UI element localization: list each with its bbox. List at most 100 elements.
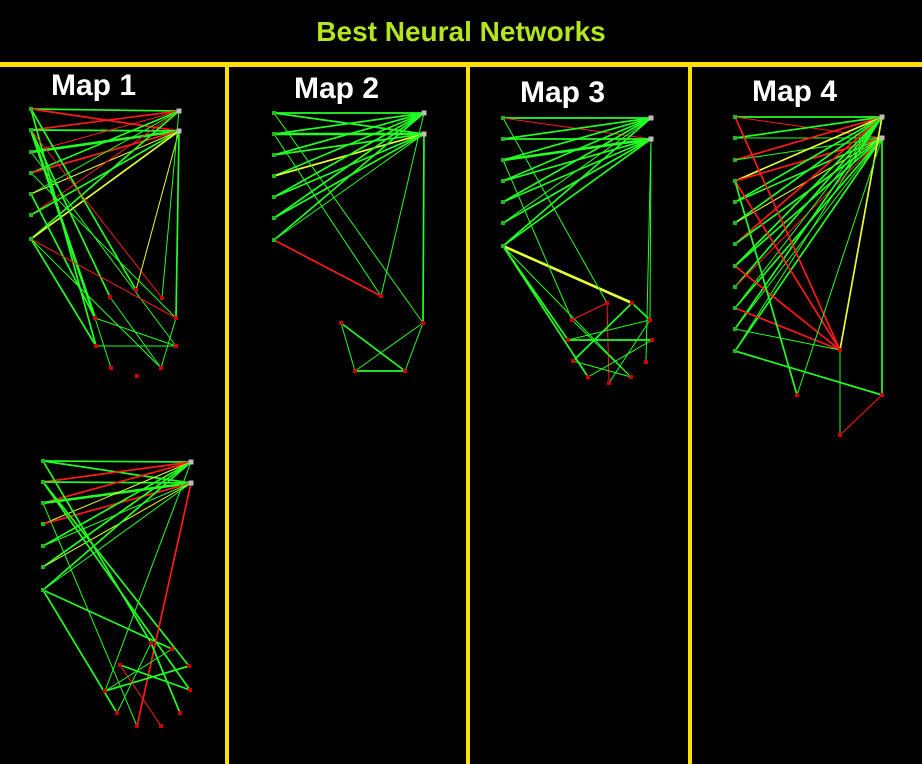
hidden-neuron: [134, 288, 138, 292]
hidden-neuron: [379, 294, 383, 298]
hidden-neuron: [170, 647, 174, 651]
hidden-neuron: [630, 301, 634, 305]
connection-h2-h3: [340, 322, 356, 372]
connection-i3-o0: [30, 110, 180, 174]
connection-h0-h7: [150, 642, 181, 714]
connection-i2-o0: [42, 461, 192, 504]
connection-i0-h1: [273, 112, 424, 324]
input-neuron: [733, 242, 737, 246]
input-neuron: [29, 213, 33, 217]
connection-h0-h8: [109, 296, 162, 369]
connection-i1-h3: [42, 481, 190, 667]
column-separator-1: [225, 67, 229, 764]
hidden-neuron: [838, 348, 842, 352]
map-2-network-2: [272, 110, 427, 373]
input-neuron: [733, 115, 737, 119]
output-neuron: [176, 128, 182, 134]
connection-i5-o0: [502, 117, 652, 224]
connection-i6-o0: [502, 117, 652, 247]
hidden-neuron: [188, 688, 192, 692]
connection-i0-h0: [502, 117, 608, 304]
connection-i1-h3: [29, 128, 97, 320]
connection-h0-h6: [116, 642, 152, 714]
connection-i0-h0: [734, 116, 841, 351]
input-neuron: [272, 216, 276, 220]
connection-i2-o0: [30, 110, 180, 153]
output-neuron: [188, 480, 194, 486]
hidden-neuron: [160, 296, 164, 300]
connection-i5-o1: [30, 130, 180, 216]
connection-i4-o0: [502, 117, 652, 203]
page-title: Best Neural Networks: [316, 16, 606, 47]
connection-i2-h8: [42, 502, 138, 727]
connection-i9-h0: [734, 307, 841, 351]
map-1-network-0: [29, 107, 182, 378]
connection-i6-o1: [502, 138, 652, 247]
connection-i7-h0: [734, 265, 841, 351]
title-separator: [0, 62, 922, 67]
input-neuron: [29, 171, 33, 175]
hidden-neuron: [174, 316, 178, 320]
connection-i6-h8: [30, 238, 162, 369]
connection-i5-o0: [273, 112, 425, 219]
connection-i6-o0: [734, 116, 883, 245]
connection-h0-h2: [571, 302, 608, 321]
input-neuron: [41, 544, 45, 548]
connection-i3-h4: [30, 172, 177, 319]
input-neuron: [501, 137, 505, 141]
connection-h2-h9: [571, 319, 632, 378]
input-neuron: [29, 192, 33, 196]
input-neuron: [733, 221, 737, 225]
connection-h1-h3: [631, 302, 651, 321]
connection-o0-h0: [380, 112, 425, 297]
connection-o1-h8: [136, 482, 192, 727]
input-neuron: [41, 480, 45, 484]
connection-o1-h4: [175, 130, 180, 319]
input-neuron: [733, 158, 737, 162]
connection-o0-h4: [104, 461, 192, 692]
hidden-neuron: [838, 433, 842, 437]
connection-h2-h5: [119, 664, 191, 691]
connection-i1-o0: [273, 112, 425, 135]
hidden-neuron: [178, 711, 182, 715]
hidden-neuron: [149, 641, 153, 645]
connection-h1-h4: [104, 648, 173, 692]
connection-i0-o0: [30, 108, 180, 112]
input-neuron: [733, 136, 737, 140]
hidden-neuron: [103, 689, 107, 693]
connection-i6-o0: [273, 112, 425, 241]
input-neuron: [41, 522, 45, 526]
connection-i6-h8: [502, 245, 589, 378]
connection-i0-h0: [42, 460, 152, 644]
connection-i10-h0: [734, 328, 841, 351]
hidden-neuron: [159, 366, 163, 370]
connection-i11-o0: [734, 116, 883, 352]
output-neuron: [188, 459, 194, 465]
input-neuron: [29, 150, 33, 154]
map-2-label: Map 2: [294, 72, 380, 105]
hidden-neuron: [566, 338, 570, 342]
connection-i6-o1: [42, 482, 192, 591]
input-neuron: [733, 264, 737, 268]
connection-i1-h2: [30, 129, 163, 299]
input-neuron: [272, 132, 276, 136]
connection-o1-h3: [649, 138, 652, 321]
hidden-neuron: [339, 321, 343, 325]
connection-i6-h5: [30, 238, 97, 347]
input-neuron: [41, 459, 45, 463]
input-neuron: [272, 111, 276, 115]
map-3-label: Map 3: [520, 76, 606, 109]
connection-i6-o0: [30, 110, 180, 240]
hidden-neuron: [353, 369, 357, 373]
input-neuron: [272, 153, 276, 157]
input-neuron: [29, 237, 33, 241]
connection-i1-h0: [30, 129, 111, 298]
connection-h2-h3: [839, 394, 883, 436]
connection-h10-h3: [608, 319, 651, 384]
hidden-neuron: [187, 664, 191, 668]
connection-i2-o0: [502, 117, 652, 161]
input-neuron: [501, 221, 505, 225]
output-neuron: [648, 136, 654, 142]
connection-i4-o0: [273, 112, 425, 198]
input-neuron: [733, 349, 737, 353]
